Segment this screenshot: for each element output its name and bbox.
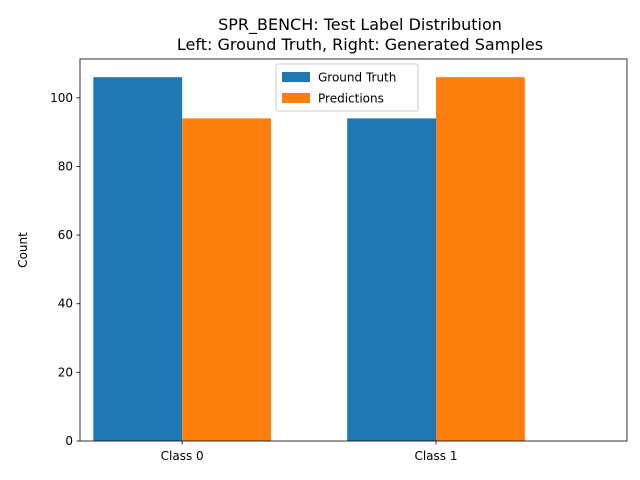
legend-swatch: [282, 72, 310, 82]
legend-swatch: [282, 93, 310, 103]
x-tick-label: Class 1: [414, 449, 457, 463]
axes-layer: 0 20 40 60 80 100 Class 0 Class 1: [50, 58, 628, 463]
bar-ground-truth-class-1: [347, 118, 436, 441]
legend-label: Predictions: [318, 92, 384, 106]
legend: Ground Truth Predictions: [275, 63, 419, 112]
legend-label: Ground Truth: [318, 71, 396, 85]
chart-title: SPR_BENCH: Test Label Distribution: [218, 15, 502, 35]
y-tick-label: 60: [58, 228, 73, 242]
plot-frame: [79, 58, 628, 442]
y-axis-label: Count: [16, 232, 30, 268]
y-tick-label: 40: [58, 297, 73, 311]
bar-ground-truth-class-0: [93, 77, 183, 441]
bars-layer: [93, 77, 525, 441]
chart-subtitle: Left: Ground Truth, Right: Generated Sam…: [177, 35, 543, 54]
x-tick-label: Class 0: [161, 449, 204, 463]
y-tick-label: 20: [58, 365, 73, 379]
y-tick-label: 80: [58, 159, 73, 173]
bar-predictions-class-0: [182, 118, 272, 441]
y-tick-label: 100: [50, 91, 73, 105]
legend-box: [275, 63, 419, 112]
y-tick-label: 0: [65, 434, 73, 448]
bar-predictions-class-1: [435, 77, 525, 441]
